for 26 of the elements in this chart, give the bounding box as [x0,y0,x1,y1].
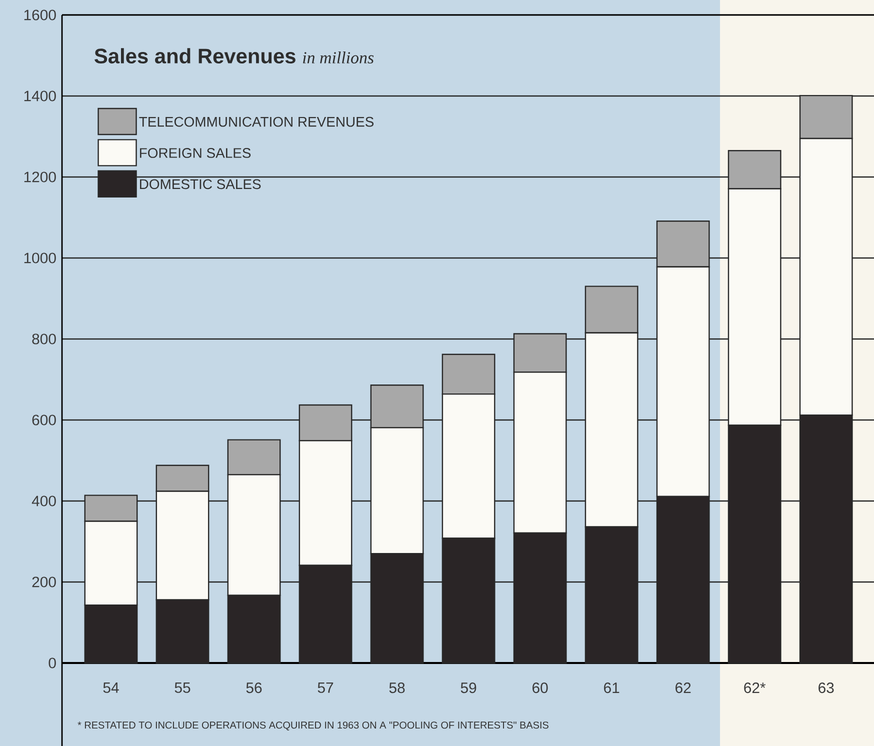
legend-label: TELECOMMUNICATION REVENUES [139,116,374,127]
x-tick-label: 62* [744,682,766,694]
x-tick-label: 61 [604,682,620,694]
x-tick-label: 59 [460,682,476,694]
y-tick-label: 1600 [24,10,56,20]
y-tick-label: 1400 [24,90,56,102]
y-tick-label: 0 [48,658,56,668]
legend-label: FOREIGN SALES [140,148,251,158]
text: in millions [303,52,374,64]
y-tick-label: 400 [32,496,56,506]
x-tick-label: 63 [818,682,834,694]
x-tick-label: 58 [389,682,405,694]
legend-label: DOMESTIC SALES [140,179,261,190]
y-tick-label: 600 [32,414,56,426]
text: * RESTATED TO INCLUDE OPERATIONS ACQUIRED IN 1963 ON A "POOLING OF INTERESTS" BASIS [78,722,548,730]
x-tick-label: 54 [103,682,119,693]
x-tick-label: 60 [532,682,548,694]
y-tick-label: 800 [32,334,56,344]
x-tick-label: 55 [174,682,190,693]
y-tick-label: 200 [32,576,56,588]
y-tick-label: 1200 [24,172,56,182]
text: Sales and Revenues [94,48,296,64]
y-tick-label: 1000 [24,252,56,264]
x-tick-label: 56 [246,682,262,694]
x-tick-label: 57 [318,682,334,693]
x-tick-label: 62 [676,682,691,694]
